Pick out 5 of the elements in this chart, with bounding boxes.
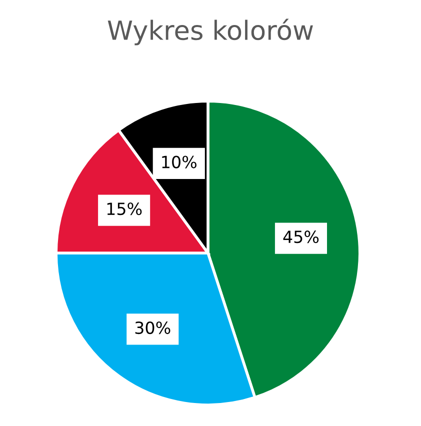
data-label: 30% <box>135 321 170 334</box>
data-label: 15% <box>107 202 142 216</box>
data-label: 10% <box>162 156 196 168</box>
data-label: 45% <box>283 230 319 244</box>
chart-title: Wykres kolorów <box>108 18 313 46</box>
